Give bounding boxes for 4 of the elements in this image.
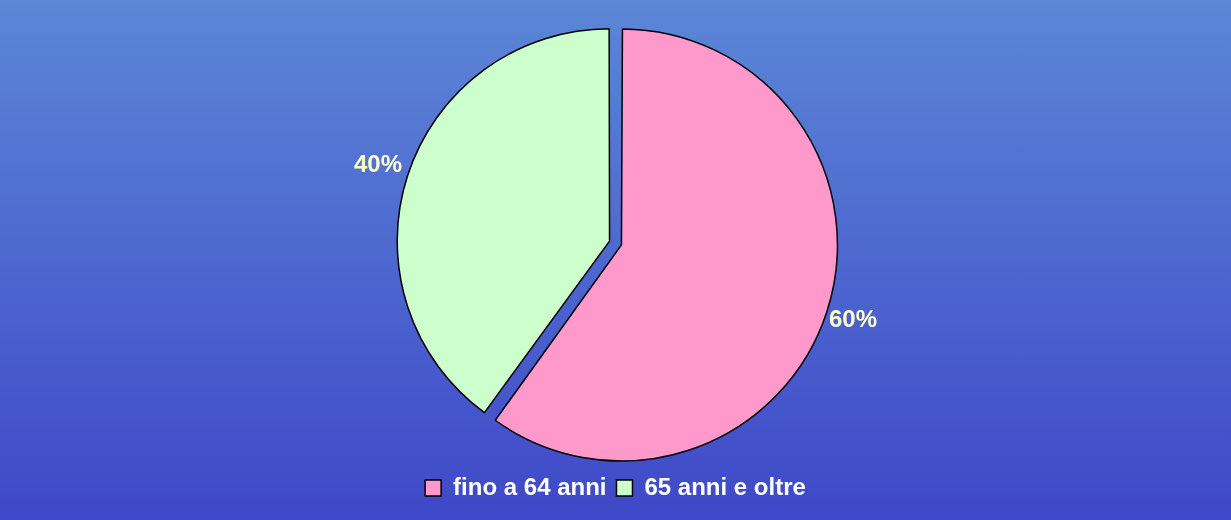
legend-label: 65 anni e oltre [644,472,806,500]
data-label: 40% [353,150,402,178]
legend-label: fino a 64 anni [453,472,607,500]
data-label: 60% [829,304,878,332]
